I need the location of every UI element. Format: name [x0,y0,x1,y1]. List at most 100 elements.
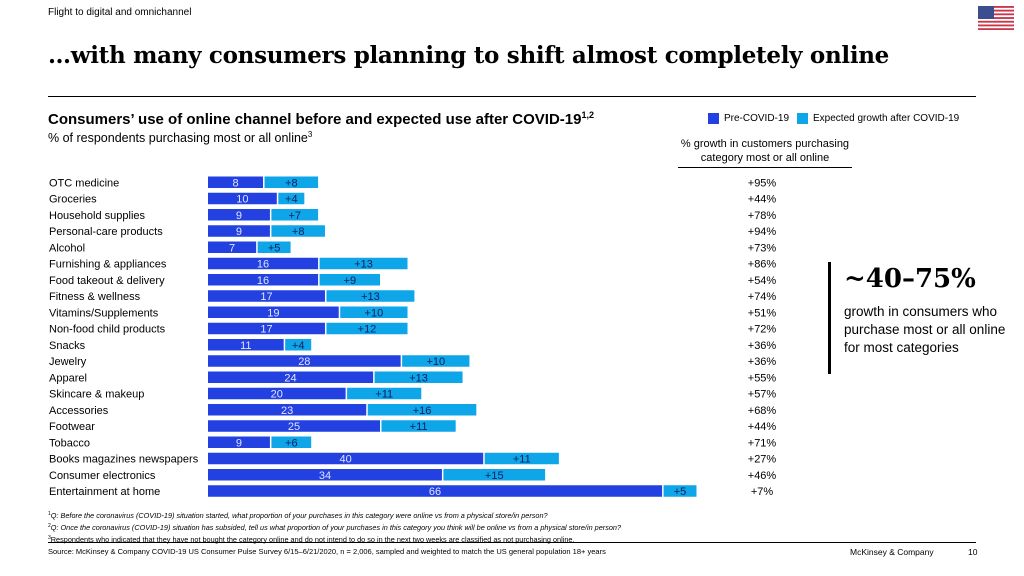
bar-label-pre-covid: 8 [232,177,238,189]
bar-label-growth: +8 [292,226,305,238]
growth-percentage: +71% [748,437,777,449]
bar-growth [326,290,415,302]
bar-pre-covid [208,485,663,497]
bar-growth [326,322,408,335]
callout-text: growth in consumers who purchase most or… [844,304,1006,355]
bar-label-growth: +11 [513,454,531,466]
category-label: Groceries [49,194,97,206]
chart-legend: Pre-COVID-19 Expected growth after COVID… [708,113,967,124]
category-label: Household supplies [49,210,146,222]
bar-label-growth: +6 [285,437,298,449]
bar-growth [367,404,477,416]
bar-label-growth: +11 [410,421,428,433]
growth-percentage: +68% [748,405,777,417]
bar-growth [443,469,546,481]
growth-percentage: +73% [748,242,777,254]
category-label: Furnishing & appliances [49,259,167,271]
bar-label-pre-covid: 28 [298,356,310,368]
bar-growth [271,225,325,237]
category-label: Footwear [49,421,95,433]
category-label: Food takeout & delivery [49,275,165,287]
growth-percentage: +27% [748,454,777,466]
growth-percentage: +36% [748,356,777,368]
callout-accent-bar [828,262,831,374]
bar-label-pre-covid: 34 [319,470,331,482]
bar-label-pre-covid: 10 [236,194,248,206]
brand-name: McKinsey & Company [850,547,934,557]
growth-percentage: +72% [748,324,777,336]
category-label: OTC medicine [49,177,119,189]
footnote-2: 2Q: Once the coronavirus (COVID-19) situ… [48,521,978,533]
category-label: Skincare & makeup [49,389,144,401]
growth-percentage: +57% [748,389,777,401]
bar-growth [402,355,470,367]
legend-swatch-pre-covid [708,113,719,124]
bar-pre-covid [208,452,484,465]
bar-pre-covid [208,322,325,335]
bar-growth [271,436,312,448]
chart-title: Consumers’ use of online channel before … [48,110,594,128]
us-flag-icon [978,6,1014,30]
bar-pre-covid [208,387,346,400]
callout-range: ~40–75% [844,264,976,294]
bar-growth [374,371,463,383]
footnote-text: Q: Once the coronavirus (COVID-19) situa… [50,523,622,532]
bar-label-pre-covid: 9 [236,226,242,238]
bar-label-pre-covid: 19 [267,307,279,319]
legend-label-pre-covid: Pre-COVID-19 [724,113,790,124]
growth-percentage: +78% [748,210,777,222]
bar-pre-covid [208,176,264,188]
growth-percentage: +46% [748,470,777,482]
chart-title-superscript: 1,2 [581,110,594,120]
category-label: Jewelry [49,356,87,368]
bar-growth [347,387,422,400]
growth-percentage: +51% [748,307,777,319]
category-label: Fitness & wellness [49,291,141,303]
legend-swatch-growth [797,113,809,124]
bar-pre-covid [208,209,270,221]
bar-growth [319,274,380,286]
bar-growth [484,452,559,465]
growth-percentage: +94% [748,226,777,238]
section-kicker: Flight to digital and omnichannel [48,7,192,18]
bar-label-pre-covid: 23 [281,405,293,417]
bar-pre-covid [208,257,319,270]
bar-label-growth: +15 [485,470,504,482]
headline-divider [48,96,976,97]
chart-subtitle-superscript: 3 [307,130,313,139]
footnote-1: 1Q: Before the coronavirus (COVID-19) si… [48,509,978,521]
bar-label-pre-covid: 25 [288,421,300,433]
bar-growth [264,176,319,188]
bar-label-pre-covid: 17 [260,291,272,303]
category-label: Entertainment at home [49,486,160,498]
bar-label-growth: +13 [361,291,380,303]
category-label: Tobacco [49,437,90,449]
bar-label-pre-covid: 16 [257,275,269,287]
bar-label-pre-covid: 17 [260,324,272,336]
bar-label-pre-covid: 24 [284,372,296,384]
bar-pre-covid [208,355,401,367]
footer-divider [48,542,976,543]
footnote-3: 3Respondents who indicated that they hav… [48,533,978,545]
bar-growth [278,192,305,205]
bar-pre-covid [208,339,284,351]
bar-label-growth: +13 [354,259,373,271]
legend-item-growth: Expected growth after COVID-19 [797,113,959,124]
bar-label-pre-covid: 66 [429,486,441,498]
bar-pre-covid [208,469,442,481]
bar-pre-covid [208,225,270,237]
legend-label-growth: Expected growth after COVID-19 [813,113,960,124]
growth-percentage: +36% [748,340,777,352]
footnote-text: Respondents who indicated that they have… [50,535,575,544]
bar-growth [340,306,408,318]
bar-label-growth: +5 [268,242,281,254]
bar-label-pre-covid: 11 [240,340,251,352]
legend-item-pre-covid: Pre-COVID-19 [708,113,789,124]
bar-label-pre-covid: 7 [229,242,235,254]
category-label: Personal-care products [49,226,163,238]
category-label: Accessories [49,405,109,417]
source-note: Source: McKinsey & Company COVID-19 US C… [48,547,606,556]
bar-label-growth: +12 [358,324,377,336]
growth-percentage: +7% [751,486,774,498]
bar-pre-covid [208,436,270,448]
